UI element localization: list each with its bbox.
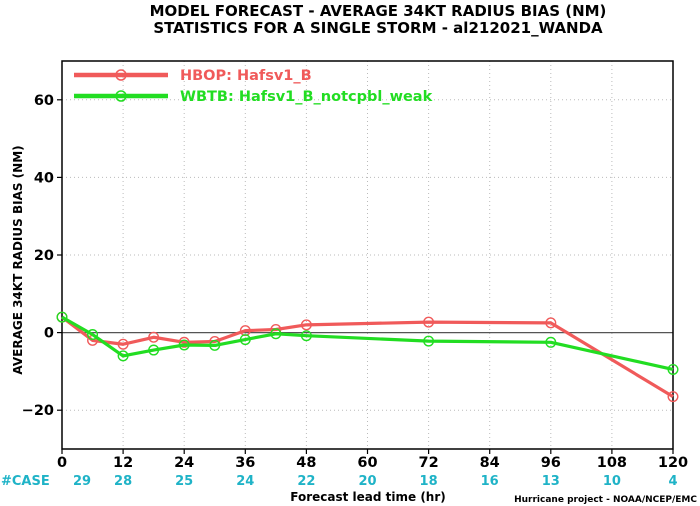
- series-line: [56, 311, 679, 375]
- x-tick-label: 36: [235, 455, 255, 471]
- data-point-marker: [545, 317, 557, 329]
- case-count-value: 28: [114, 474, 132, 489]
- y-axis-ticks: −20 0 20 40 60: [22, 93, 62, 419]
- x-tick-label: 12: [113, 455, 133, 471]
- data-point-marker: [239, 334, 251, 346]
- case-count-value: 24: [236, 474, 254, 489]
- grid-lines: [62, 61, 673, 449]
- data-point-marker: [300, 330, 312, 342]
- case-count-value: 18: [420, 474, 438, 489]
- data-point-marker: [148, 331, 160, 343]
- y-tick-label: 60: [34, 93, 54, 109]
- data-point-marker: [423, 316, 435, 328]
- y-tick-label: −20: [22, 403, 54, 419]
- legend-entry-label: WBTB: Hafsv1_B_notcpbl_weak: [180, 89, 433, 105]
- x-tick-label: 60: [357, 455, 377, 471]
- case-count-label: #CASE: [1, 474, 50, 489]
- x-tick-label: 24: [174, 455, 194, 471]
- y-tick-label: 40: [34, 170, 54, 186]
- case-count-value: 22: [297, 474, 315, 489]
- y-axis-label: AVERAGE 34KT RADIUS BIAS (NM): [11, 145, 25, 374]
- data-point-marker: [117, 338, 129, 350]
- case-count-value: 16: [481, 474, 499, 489]
- chart-title: MODEL FORECAST - AVERAGE 34KT RADIUS BIA…: [150, 2, 607, 20]
- series-path: [61, 315, 674, 372]
- data-series: [56, 311, 679, 403]
- x-tick-label: 72: [419, 455, 439, 471]
- case-count-value: 25: [175, 474, 193, 489]
- data-point-marker: [423, 335, 435, 347]
- data-point-marker: [300, 319, 312, 331]
- chart-subtitle: STATISTICS FOR A SINGLE STORM - al212021…: [153, 19, 603, 37]
- x-tick-label: 120: [658, 455, 688, 471]
- x-tick-label: 0: [57, 455, 67, 471]
- x-tick-label: 108: [597, 455, 627, 471]
- legend-entry-label: HBOP: Hafsv1_B: [180, 68, 312, 84]
- y-tick-label: 0: [44, 326, 54, 342]
- credit-text: Hurricane project - NOAA/NCEP/EMC: [514, 495, 697, 505]
- y-tick-label: 20: [34, 248, 54, 264]
- data-point-marker: [87, 329, 99, 341]
- case-count-value: 29: [73, 474, 91, 489]
- case-count-value: 20: [358, 474, 376, 489]
- legend: HBOP: Hafsv1_B WBTB: Hafsv1_B_notcpbl_wea…: [74, 68, 433, 105]
- x-tick-label: 84: [480, 455, 500, 471]
- legend-swatch-marker: [115, 69, 127, 81]
- x-axis-ticks: 0 12 24 36 48 60 72 84 96 108 120: [57, 449, 688, 471]
- data-point-marker: [667, 391, 679, 403]
- x-tick-label: 96: [541, 455, 561, 471]
- data-point-marker: [117, 350, 129, 362]
- data-point-marker: [270, 328, 282, 340]
- legend-swatch-marker: [115, 90, 127, 102]
- x-axis-label: Forecast lead time (hr): [290, 490, 446, 504]
- x-tick-label: 48: [296, 455, 316, 471]
- case-count-value: 4: [668, 474, 677, 489]
- data-point-marker: [209, 339, 221, 351]
- data-point-marker: [56, 311, 68, 323]
- data-point-marker: [178, 336, 190, 348]
- data-point-marker: [178, 339, 190, 351]
- case-count-value: 10: [603, 474, 621, 489]
- data-point-marker: [667, 363, 679, 375]
- case-count-row: #CASE 29 28 25 24 22 20 18 16 13 10 4: [1, 474, 678, 489]
- case-count-value: 13: [542, 474, 560, 489]
- plot-frame: [61, 60, 674, 450]
- data-point-marker: [148, 344, 160, 356]
- data-point-marker: [545, 336, 557, 348]
